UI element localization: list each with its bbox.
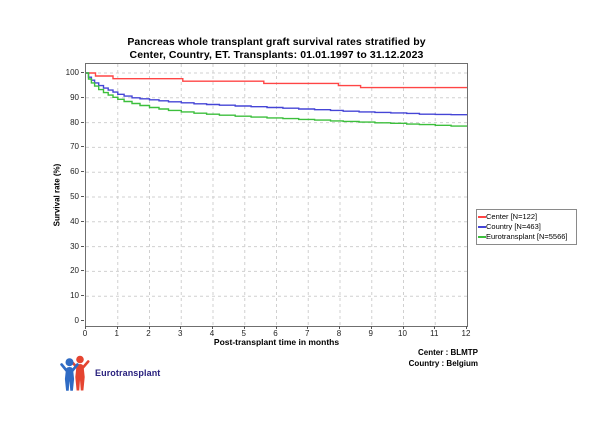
x-tick-label: 5 [241, 329, 246, 338]
x-tick-mark [180, 326, 182, 329]
x-tick-mark [370, 326, 372, 329]
legend-entry-eurotransplant: Eurotransplant [N=5566] [478, 232, 574, 242]
legend-line-sample [478, 236, 486, 238]
y-tick-mark [81, 96, 84, 98]
legend-line-sample [478, 226, 486, 228]
x-tick-label: 8 [336, 329, 342, 338]
logo-text: Eurotransplant [95, 368, 161, 378]
survival-curve-eurotransplant [86, 72, 467, 127]
chart-title-line1: Pancreas whole transplant graft survival… [127, 36, 426, 48]
y-tick-label: 90 [70, 92, 79, 102]
legend-entry-country: Country [N=463] [478, 222, 574, 232]
report-context: Center : BLMTP Country : Belgium [409, 347, 478, 369]
y-tick-label: 100 [65, 68, 79, 77]
x-tick-mark [85, 326, 86, 329]
chart-title-line2: Center, Country, ET. Transplants: 01.01.… [129, 48, 424, 61]
legend-label: Eurotransplant [N=5566] [486, 232, 568, 241]
x-tick-mark [212, 326, 213, 329]
eurotransplant-logo: Eurotransplant [60, 354, 160, 392]
center-value: Center : BLMTP [418, 348, 478, 357]
y-tick-mark [81, 72, 84, 73]
x-tick-label: 1 [114, 329, 119, 338]
x-tick-label: 9 [368, 329, 373, 338]
y-tick-label: 60 [70, 167, 79, 177]
x-tick-mark [466, 326, 467, 329]
y-axis-title: Survival rate (%) [52, 163, 62, 227]
y-tick-mark [81, 171, 84, 173]
x-tick-mark [402, 326, 404, 329]
x-tick-mark [148, 326, 150, 329]
legend-label: Country [N=463] [486, 222, 541, 231]
legend-entry-center: Center [N=122] [478, 212, 574, 222]
survival-curve-country [86, 72, 467, 116]
logo-people-icon [60, 355, 90, 391]
legend-label: Center [N=122] [486, 212, 538, 221]
y-tick-label: 30 [70, 241, 79, 251]
y-tick-mark [81, 146, 84, 148]
y-tick-mark [81, 245, 84, 247]
y-tick-mark [81, 121, 84, 123]
x-tick-label: 2 [146, 329, 151, 338]
x-axis-title: Post-transplant time in months [213, 337, 340, 347]
y-tick-label: 40 [70, 216, 79, 226]
x-tick-label: 10 [398, 329, 407, 338]
chart-title: Pancreas whole transplant graft survival… [85, 36, 468, 61]
y-tick-label: 50 [70, 192, 79, 201]
legend-line-sample [478, 216, 486, 218]
x-tick-label: 0 [82, 329, 88, 338]
x-tick-mark [307, 326, 309, 329]
country-value: Country : Belgium [408, 359, 478, 368]
y-tick-mark [81, 295, 84, 297]
y-tick-label: 10 [70, 291, 79, 301]
y-tick-mark [81, 196, 84, 197]
x-tick-label: 6 [273, 329, 278, 338]
y-tick-label: 80 [70, 117, 79, 127]
legend: Center [N=122] Country [N=463] Eurotranspl… [476, 209, 577, 245]
x-tick-mark [434, 326, 436, 329]
survival-curve-center [86, 72, 467, 89]
y-tick-mark [81, 270, 84, 272]
x-tick-label: 4 [209, 329, 215, 338]
y-tick-label: 70 [70, 142, 79, 152]
x-tick-mark [339, 326, 340, 329]
x-tick-label: 3 [178, 329, 183, 338]
y-tick-mark [81, 320, 84, 321]
y-tick-mark [81, 220, 84, 222]
x-tick-mark [116, 326, 118, 329]
x-tick-mark [275, 326, 277, 329]
survival-plot-svg [86, 64, 467, 326]
plot-area [85, 63, 468, 327]
y-tick-label: 20 [70, 266, 79, 276]
x-tick-label: 11 [430, 329, 439, 338]
x-tick-mark [243, 326, 245, 329]
y-tick-label: 0 [74, 316, 79, 325]
x-tick-label: 7 [305, 329, 310, 338]
x-tick-label: 12 [461, 329, 471, 338]
